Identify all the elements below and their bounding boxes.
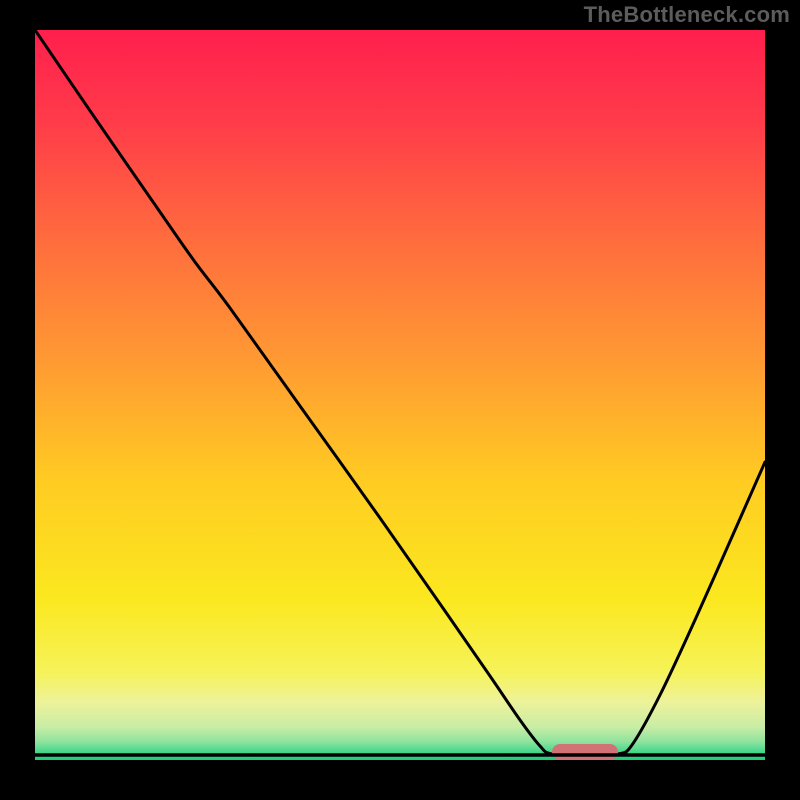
bottleneck-chart [0, 0, 800, 800]
optimum-marker [552, 744, 618, 760]
watermark-text: TheBottleneck.com [584, 2, 790, 28]
plot-background [35, 30, 765, 760]
